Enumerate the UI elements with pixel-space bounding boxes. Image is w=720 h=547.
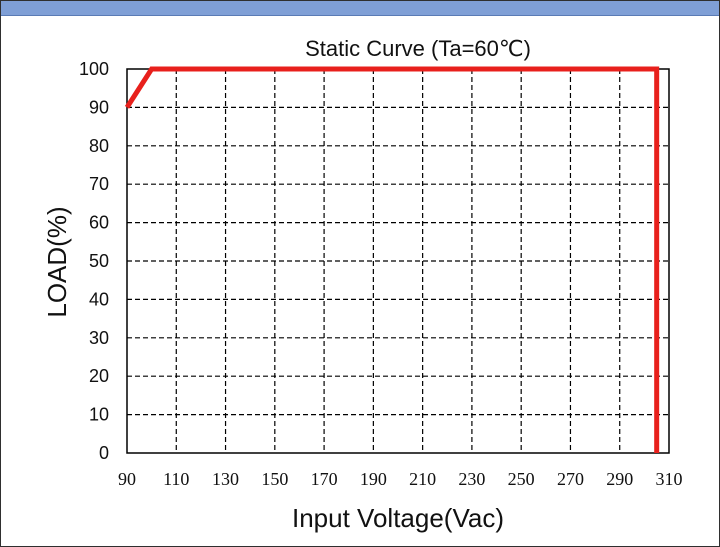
y-tick-label-90: 90 <box>89 97 109 117</box>
y-tick-label-50: 50 <box>89 251 109 271</box>
y-tick-label-100: 100 <box>79 59 109 79</box>
x-tick-label-130: 130 <box>212 469 239 489</box>
x-tick-label-290: 290 <box>606 469 633 489</box>
y-tick-label-40: 40 <box>89 289 109 309</box>
y-tick-label-20: 20 <box>89 366 109 386</box>
x-tick-label-310: 310 <box>656 469 683 489</box>
x-tick-labels: 90 110 130 150 170 190 210 230 250 270 290 310 <box>118 469 683 489</box>
x-tick-label-90: 90 <box>118 469 136 489</box>
x-tick-label-270: 270 <box>557 469 584 489</box>
x-tick-label-170: 170 <box>311 469 338 489</box>
x-axis-label: Input Voltage(Vac) <box>292 503 504 533</box>
x-tick-label-250: 250 <box>508 469 535 489</box>
series-line-0 <box>124 66 660 453</box>
x-tick-label-150: 150 <box>261 469 288 489</box>
chart-title: Static Curve (Ta=60℃) <box>305 36 531 61</box>
x-tick-label-110: 110 <box>163 469 189 489</box>
x-tick-label-190: 190 <box>360 469 387 489</box>
y-tick-label-70: 70 <box>89 174 109 194</box>
window-top-band <box>1 1 719 16</box>
x-tick-label-210: 210 <box>409 469 436 489</box>
y-tick-labels: 0 10 20 30 40 50 60 70 80 90 100 <box>79 59 109 463</box>
y-tick-label-0: 0 <box>99 443 109 463</box>
series-layer <box>124 66 660 453</box>
grid <box>127 69 669 453</box>
y-tick-label-60: 60 <box>89 213 109 233</box>
y-tick-label-10: 10 <box>89 405 109 425</box>
y-axis-label: LOAD(%) <box>42 206 72 317</box>
y-tick-label-80: 80 <box>89 136 109 156</box>
x-tick-label-230: 230 <box>458 469 485 489</box>
y-tick-label-30: 30 <box>89 328 109 348</box>
